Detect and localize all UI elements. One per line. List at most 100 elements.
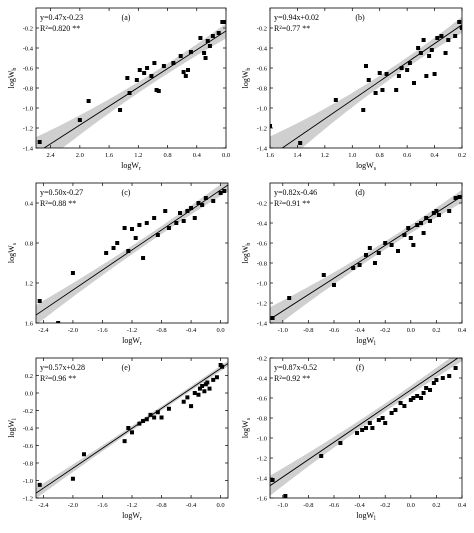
data-point	[407, 61, 412, 65]
data-point	[436, 213, 441, 217]
data-point	[270, 124, 272, 128]
x-tick-label: 0.2	[432, 502, 440, 509]
y-tick-label: -0.6	[23, 443, 34, 450]
data-point	[399, 66, 404, 70]
data-point	[389, 411, 394, 415]
data-point	[145, 66, 150, 70]
data-point	[421, 391, 426, 395]
data-point	[443, 51, 448, 55]
y-tick-label: -1.4	[257, 321, 268, 328]
x-tick-label: 0.4	[458, 327, 467, 334]
data-point	[149, 74, 154, 78]
data-point	[174, 221, 179, 225]
data-point	[405, 68, 410, 72]
data-point	[137, 223, 142, 227]
data-point	[202, 51, 207, 55]
y-tick-label: -0.2	[257, 356, 267, 363]
y-tick-label: -1.0	[23, 478, 33, 485]
chart-panel-b: 1.6 1.4 1.2 1.0 0.8 0.6 0.4 0.2 -1.4 -1.2 -1.0 -0.8…	[241, 7, 466, 172]
x-tick-label: 1.2	[321, 152, 329, 159]
y-tick-label: -1.0	[257, 436, 267, 443]
y-tick-label: -1.0	[257, 106, 267, 113]
data-point	[222, 189, 227, 193]
data-point	[144, 417, 149, 422]
x-tick-label: 1.2	[134, 152, 142, 159]
data-point	[185, 395, 190, 400]
data-point	[210, 34, 215, 38]
data-point	[211, 199, 216, 203]
data-point	[412, 81, 416, 85]
data-point	[70, 476, 75, 481]
y-tick-label: -0.2	[23, 26, 33, 33]
x-tick-label: -1.2	[127, 327, 137, 334]
data-point	[370, 426, 375, 430]
data-point	[196, 392, 201, 397]
x-tick-label: 0.4	[193, 152, 202, 159]
data-point	[189, 404, 194, 409]
data-point	[203, 196, 208, 200]
y-tick-label: -1.2	[23, 496, 33, 503]
data-point	[364, 253, 368, 257]
panel-label: (a)	[122, 13, 131, 22]
regression-equation: y=0.57x+0.28	[40, 363, 85, 372]
data-point	[418, 51, 423, 55]
y-tick-label: -0.8	[23, 461, 33, 468]
panel-label: (e)	[122, 363, 131, 372]
data-point	[166, 226, 171, 230]
data-point	[163, 209, 168, 213]
data-point	[408, 236, 413, 240]
data-point	[214, 375, 219, 380]
x-tick-label: -2.0	[68, 502, 78, 509]
data-point	[202, 389, 207, 394]
data-point	[207, 386, 212, 391]
data-point	[338, 441, 343, 445]
x-tick-label: -0.8	[303, 327, 313, 334]
y-tick-label: -1.2	[257, 126, 267, 133]
data-point	[37, 299, 42, 303]
x-tick-label: -1.6	[97, 502, 108, 509]
data-point	[270, 478, 275, 482]
x-axis-label: logWr	[121, 161, 141, 172]
data-point	[178, 211, 182, 215]
data-point	[440, 376, 445, 380]
y-tick-label: -0.2	[257, 201, 267, 208]
data-point	[115, 241, 120, 245]
data-point	[396, 249, 400, 253]
data-point	[402, 233, 407, 237]
y-tick-label: -1.0	[257, 281, 267, 288]
data-point	[205, 380, 210, 385]
regression-equation: y=0.47x-0.23	[40, 13, 83, 22]
y-axis-label: logWs	[7, 242, 18, 263]
data-point	[118, 108, 123, 112]
x-tick-label: 1.6	[266, 152, 275, 159]
data-point	[411, 243, 416, 247]
r-squared-label: R²=0.77 **	[274, 24, 310, 33]
data-point	[200, 384, 205, 388]
data-point	[367, 246, 372, 250]
x-tick-label: -1.2	[127, 502, 137, 509]
y-tick-label: -0.4	[23, 46, 34, 53]
y-tick-label: -0.4	[257, 376, 268, 383]
x-tick-label: -0.4	[186, 327, 197, 334]
y-tick-label: -1.2	[257, 456, 267, 463]
plot-frame	[269, 182, 463, 324]
data-point	[447, 209, 452, 213]
data-point	[415, 394, 420, 398]
regression-line	[36, 184, 228, 316]
y-tick-label: 1.6	[25, 321, 34, 328]
data-point	[431, 381, 436, 385]
data-point	[186, 68, 190, 72]
plot-area	[36, 20, 226, 148]
data-point	[380, 88, 385, 92]
y-axis-label: logWb	[7, 68, 18, 89]
data-point	[372, 261, 377, 265]
x-tick-label: 0.4	[458, 502, 467, 509]
data-point	[137, 421, 142, 426]
data-point	[431, 211, 436, 215]
data-point	[424, 386, 429, 390]
r-squared-label: R²=0.91 **	[274, 199, 310, 208]
data-point	[207, 44, 212, 48]
regression-line	[36, 363, 228, 494]
data-point	[384, 72, 389, 76]
